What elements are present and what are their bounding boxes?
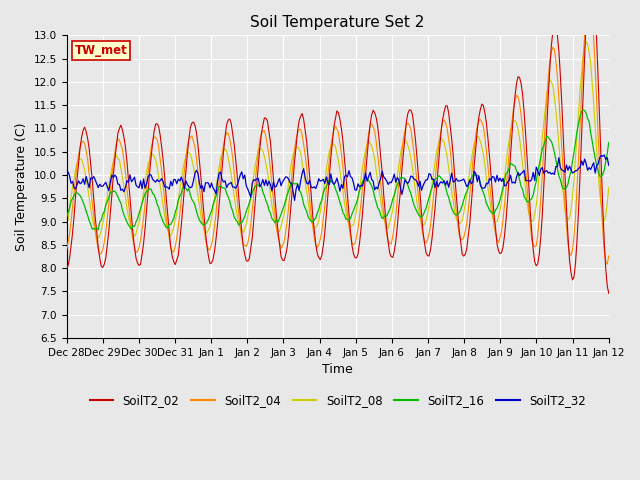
Y-axis label: Soil Temperature (C): Soil Temperature (C): [15, 122, 28, 251]
Title: Soil Temperature Set 2: Soil Temperature Set 2: [250, 15, 425, 30]
Legend: SoilT2_02, SoilT2_04, SoilT2_08, SoilT2_16, SoilT2_32: SoilT2_02, SoilT2_04, SoilT2_08, SoilT2_…: [84, 389, 591, 412]
Text: TW_met: TW_met: [75, 45, 127, 58]
X-axis label: Time: Time: [323, 363, 353, 376]
